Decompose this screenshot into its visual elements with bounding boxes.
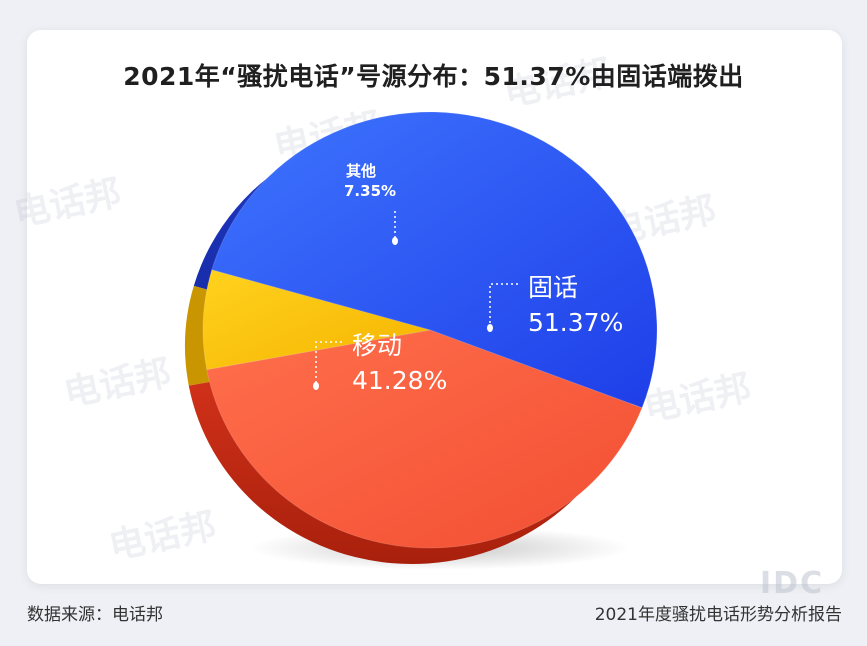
- slice-mobile-value: 41.28%: [352, 366, 447, 395]
- slice-other: [202, 269, 431, 371]
- corner-logo: IDC: [760, 566, 825, 601]
- data-source: 数据来源：电话邦: [27, 605, 163, 625]
- slice-mobile-leader-dot: [313, 382, 319, 390]
- report-name: 2021年度骚扰电话形势分析报告: [594, 605, 842, 625]
- slice-mobile-label: 移动: [352, 331, 402, 360]
- slice-other-value: 7.35%: [344, 182, 396, 200]
- slice-landline-label: 固话: [528, 273, 578, 302]
- watermark-layer: 电话邦电话邦电话邦电话邦电话邦电话邦电话邦: [11, 52, 755, 568]
- watermark-text: 电话邦: [11, 172, 125, 235]
- pie-labels: 固话 51.37% 移动 41.28% 其他 7.35%: [313, 162, 623, 395]
- slice-other-leader-dot: [392, 237, 398, 245]
- watermark-text: 电话邦: [106, 505, 220, 568]
- slice-landline-leader: [489, 283, 518, 326]
- watermark-text: 电话邦: [641, 367, 755, 430]
- slice-landline-leader-dot: [487, 324, 493, 332]
- slice-landline-value: 51.37%: [528, 308, 623, 337]
- slice-other-label: 其他: [346, 162, 376, 180]
- slice-mobile-leader: [315, 341, 342, 384]
- slice-landline: [211, 111, 658, 409]
- chart-title: 2021年“骚扰电话”号源分布：51.37%由固话端拨出: [123, 62, 744, 91]
- watermark-text: 电话邦: [61, 352, 175, 415]
